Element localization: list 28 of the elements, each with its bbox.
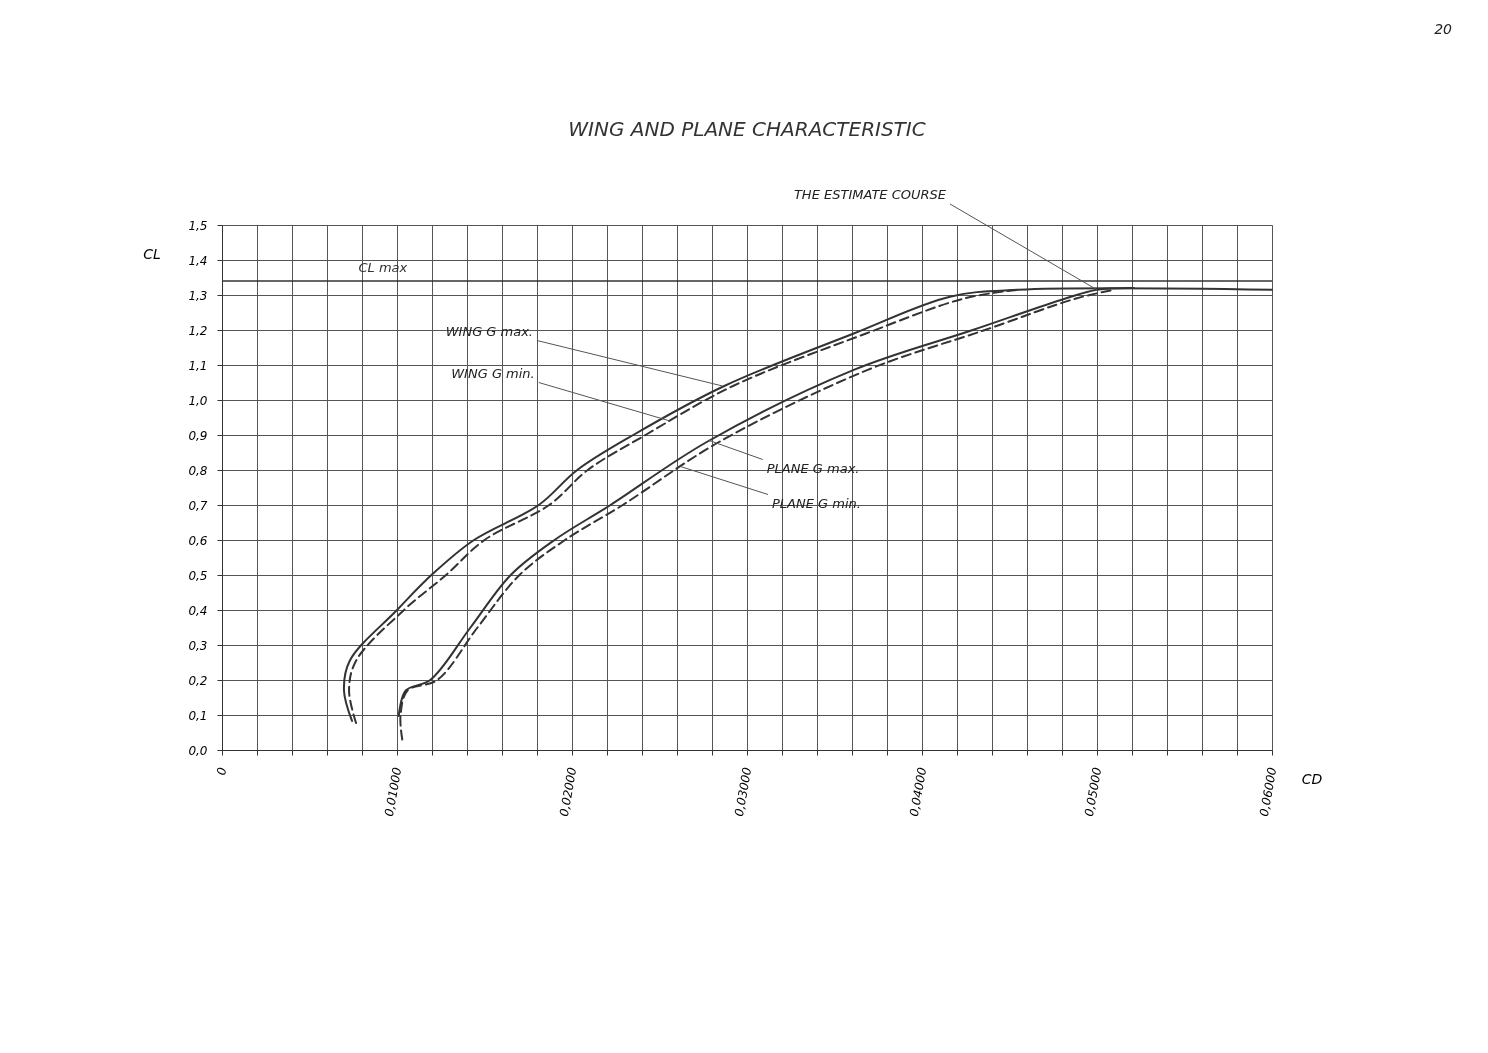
x-tick-label: 0,03000 [731, 765, 755, 818]
chart-title: WING AND PLANE CHARACTERISTIC [568, 117, 926, 141]
x-tick-label: 0,05000 [1081, 765, 1105, 818]
y-tick-label: 1,2 [188, 323, 208, 338]
y-tick-label: 1,0 [188, 393, 208, 408]
y-tick-label: 0,4 [188, 603, 208, 618]
y-tick-label: 0,1 [188, 708, 208, 723]
y-tick-label: 1,1 [188, 358, 208, 373]
x-tick-label: 0,06000 [1256, 765, 1280, 818]
x-axis-title: CD [1301, 771, 1323, 787]
annotation: THE ESTIMATE COURSE [793, 187, 947, 202]
x-tick-label: 0,02000 [556, 765, 580, 818]
y-tick-label: 1,4 [188, 253, 208, 268]
y-tick-label: 0,3 [188, 638, 208, 653]
text: 20 [1434, 21, 1453, 37]
y-tick-label: 0,9 [188, 428, 208, 443]
y-tick-label: 0,2 [188, 673, 208, 688]
y-tick-label: 1,3 [188, 288, 208, 303]
y-tick-label: 0,5 [188, 568, 208, 583]
x-tick-label: 0 [214, 765, 230, 777]
y-tick-label: 0,8 [188, 463, 208, 478]
y-tick-label: 1,5 [188, 218, 208, 233]
y-tick-label: 0,0 [188, 743, 208, 758]
y-tick-label: 0,6 [188, 533, 208, 548]
x-tick-label: 0,04000 [906, 765, 930, 818]
y-axis-title: CL [143, 246, 161, 262]
y-tick-label: 0,7 [188, 498, 208, 513]
x-tick-label: 0,01000 [381, 765, 405, 818]
